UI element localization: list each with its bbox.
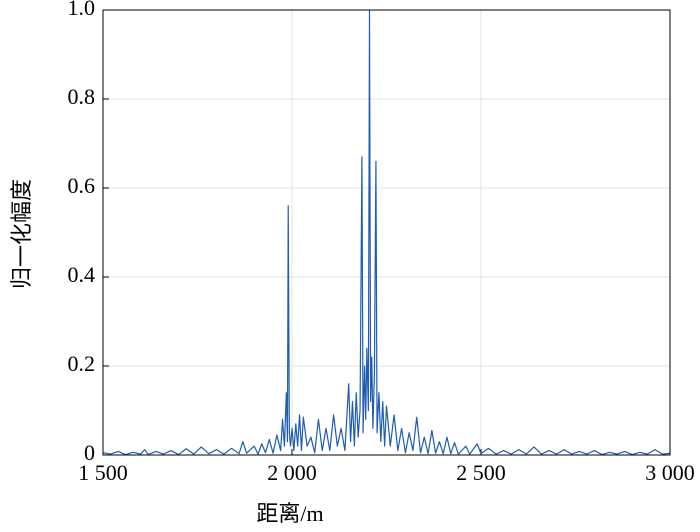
y-tick-label: 1.0	[68, 0, 96, 20]
x-axis-label: 距离/m	[256, 501, 323, 526]
plot-frame	[102, 9, 671, 456]
y-tick-label: 0	[84, 440, 95, 465]
y-tick-label: 0.6	[68, 173, 96, 198]
y-tick-label: 0.2	[68, 351, 96, 376]
x-tick-label: 3 000	[645, 460, 695, 485]
y-axis-label: 归一化幅度	[9, 179, 34, 289]
x-tick-label: 2 500	[456, 460, 506, 485]
x-tick-label: 2 000	[267, 460, 317, 485]
y-tick-label: 0.4	[68, 262, 96, 287]
data-line	[102, 9, 671, 456]
y-tick-label: 0.8	[68, 84, 96, 109]
x-tick-label: 1 500	[78, 460, 128, 485]
